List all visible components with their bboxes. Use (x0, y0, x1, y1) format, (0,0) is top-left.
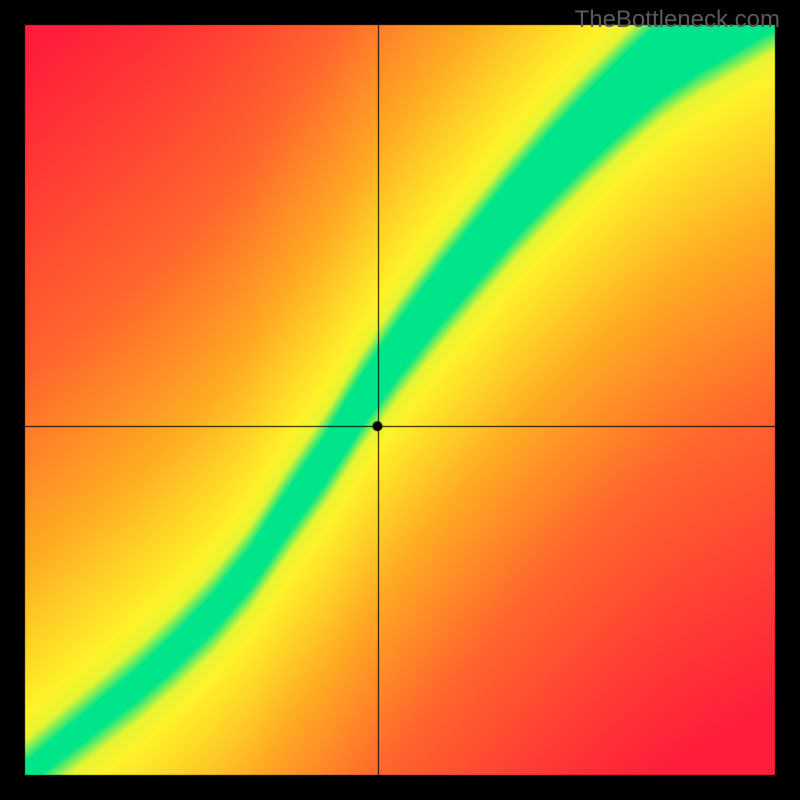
bottleneck-heatmap (0, 0, 800, 800)
chart-container: TheBottleneck.com (0, 0, 800, 800)
watermark-text: TheBottleneck.com (575, 6, 780, 34)
